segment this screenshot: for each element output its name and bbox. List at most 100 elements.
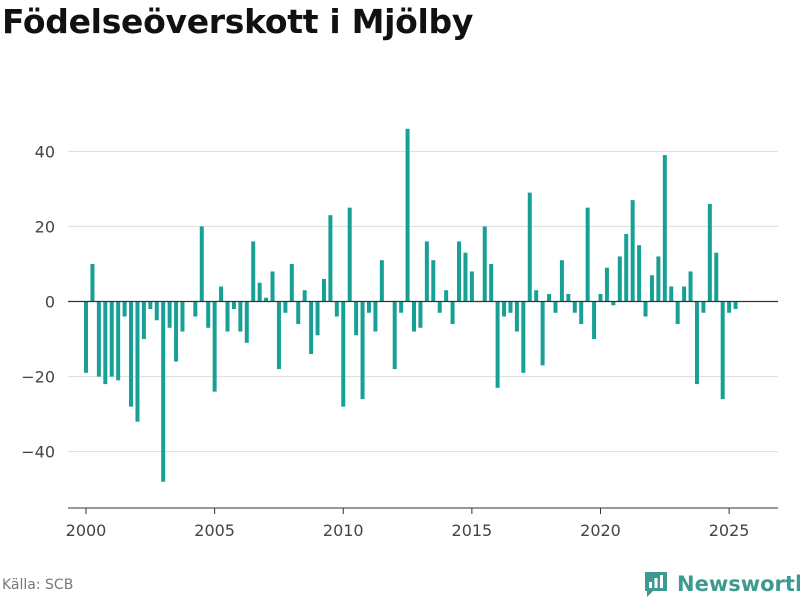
bar (193, 301, 198, 317)
gridlines (68, 150, 778, 453)
bar (392, 301, 397, 370)
bar (405, 128, 410, 302)
bar (624, 233, 629, 302)
bar (643, 301, 648, 317)
bar (727, 301, 732, 313)
bar (469, 271, 474, 302)
bar (257, 282, 262, 302)
bar (489, 263, 494, 302)
bar (212, 301, 217, 392)
bar (572, 301, 577, 313)
bar (366, 301, 371, 313)
bar (109, 301, 114, 377)
y-tick-label: 20 (35, 217, 55, 236)
bar (604, 267, 609, 302)
bar (559, 260, 564, 302)
brand-name: Newsworthy (677, 572, 800, 596)
bar (373, 301, 378, 332)
axes: −40 −20 0 20 40 2000 2005 2010 2015 2020 2025 (21, 142, 778, 540)
bar (656, 256, 661, 302)
bar (707, 203, 712, 302)
bar (264, 297, 269, 302)
bar (251, 241, 256, 302)
bar (431, 260, 436, 302)
bar (302, 290, 307, 302)
bar (579, 301, 584, 325)
bar (547, 293, 552, 302)
bar (334, 301, 339, 317)
bar (180, 301, 185, 332)
bar (585, 207, 590, 302)
bar (354, 301, 359, 336)
bar (611, 301, 616, 306)
bar (637, 245, 642, 302)
x-tick-label: 2010 (323, 521, 364, 540)
bar (457, 241, 462, 302)
source-note: Källa: SCB (2, 577, 74, 593)
bar (238, 301, 243, 332)
bar (424, 241, 429, 302)
x-tick-label: 2020 (580, 521, 621, 540)
bar (534, 290, 539, 302)
bar (463, 252, 468, 302)
bar (553, 301, 558, 313)
bar (540, 301, 545, 366)
bar (116, 301, 121, 381)
bar (688, 271, 693, 302)
bar (714, 252, 719, 302)
bar (360, 301, 365, 400)
bar (412, 301, 416, 332)
bar (122, 301, 127, 317)
bar (662, 155, 667, 302)
bar (592, 301, 597, 340)
bar (231, 301, 236, 310)
bar (206, 301, 211, 328)
y-tick-label: −40 (21, 443, 55, 462)
bar (96, 301, 101, 377)
bar (514, 301, 519, 332)
bar (617, 256, 622, 302)
bar (521, 301, 526, 373)
chart-title: Födelseöverskott i Mjölby (2, 2, 474, 41)
y-tick-label: −20 (21, 368, 55, 387)
bar (135, 301, 140, 422)
bar (701, 301, 706, 313)
bar (328, 215, 333, 302)
bar (502, 301, 507, 317)
x-tick-label: 2000 (66, 521, 107, 540)
bar (244, 301, 249, 343)
bar (399, 301, 404, 313)
bar (270, 271, 275, 302)
bar (598, 293, 603, 302)
bar (103, 301, 108, 385)
bar (682, 286, 687, 302)
newsworthy-logo-icon (645, 572, 667, 597)
bar (174, 301, 179, 362)
brand-logo[interactable]: Newsworthy (643, 570, 800, 598)
bar (219, 286, 224, 302)
bars (84, 128, 738, 482)
bar (527, 192, 532, 302)
bar (508, 301, 513, 313)
x-tick-label: 2025 (709, 521, 750, 540)
bar (315, 301, 320, 336)
bar (444, 290, 449, 302)
bar (154, 301, 159, 321)
bar (566, 293, 571, 302)
bar (129, 301, 134, 407)
bar (161, 301, 166, 482)
bar (495, 301, 500, 388)
bar (675, 301, 680, 325)
bar (733, 301, 738, 310)
bar (289, 263, 294, 302)
bar (630, 200, 635, 302)
bar (141, 301, 146, 340)
bar (341, 301, 346, 407)
bar (720, 301, 725, 400)
bar (418, 301, 423, 328)
bar (321, 278, 326, 302)
bar (669, 286, 674, 302)
bar (379, 260, 384, 302)
bar (225, 301, 230, 332)
